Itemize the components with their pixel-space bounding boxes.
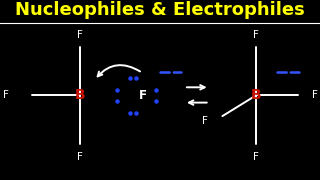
Text: F: F	[253, 30, 259, 40]
Text: F: F	[253, 152, 259, 162]
Text: F: F	[4, 90, 9, 100]
Text: F: F	[139, 89, 147, 102]
Text: Nucleophiles & Electrophiles: Nucleophiles & Electrophiles	[15, 1, 305, 19]
Text: F: F	[77, 152, 83, 162]
Text: F: F	[312, 90, 318, 100]
Text: B: B	[75, 88, 85, 102]
Text: F: F	[77, 30, 83, 40]
Text: F: F	[202, 116, 208, 126]
Text: B: B	[251, 88, 261, 102]
